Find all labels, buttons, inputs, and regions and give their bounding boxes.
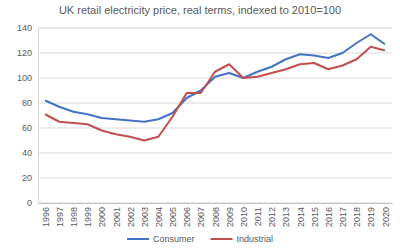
grid-line bbox=[38, 178, 392, 179]
x-tick: 2002 bbox=[126, 203, 136, 227]
legend-label: Industrial bbox=[236, 234, 273, 244]
y-tick-label: 140 bbox=[17, 23, 32, 33]
legend-swatch bbox=[210, 238, 232, 240]
y-tick-label: 80 bbox=[22, 98, 32, 108]
x-tick: 2015 bbox=[310, 203, 320, 227]
y-tick-label: 40 bbox=[22, 148, 32, 158]
series-line bbox=[45, 34, 385, 122]
series-line bbox=[45, 47, 385, 141]
y-tick: 100 bbox=[17, 73, 38, 83]
x-tick: 2001 bbox=[112, 203, 122, 227]
x-tick-label: 2004 bbox=[154, 207, 164, 227]
x-axis-line bbox=[39, 203, 393, 204]
x-tick-label: 1998 bbox=[69, 207, 79, 227]
y-tick-label: 20 bbox=[22, 173, 32, 183]
x-tick: 2019 bbox=[366, 203, 376, 227]
y-axis-line bbox=[38, 29, 39, 204]
x-tick-label: 2011 bbox=[253, 207, 263, 226]
x-tick: 1998 bbox=[69, 203, 79, 227]
x-tick-label: 2020 bbox=[381, 207, 391, 227]
x-tick: 2020 bbox=[381, 203, 391, 227]
y-tick-label: 60 bbox=[22, 123, 32, 133]
x-tick-label: 2002 bbox=[126, 207, 136, 227]
x-tick: 1996 bbox=[41, 203, 51, 227]
x-tick: 1997 bbox=[55, 203, 65, 227]
legend-item: Consumer bbox=[127, 234, 195, 244]
y-axis: 0 20 40 60 80 100 120 140 bbox=[17, 23, 39, 208]
chart: UK retail electricity price, real terms,… bbox=[0, 0, 400, 248]
y-tick: 40 bbox=[22, 148, 38, 158]
y-tick: 120 bbox=[17, 48, 38, 58]
legend: Consumer Industrial bbox=[127, 234, 273, 244]
y-tick: 60 bbox=[22, 123, 38, 133]
x-tick: 2004 bbox=[154, 203, 164, 227]
grid-line bbox=[38, 103, 392, 104]
x-tick: 2010 bbox=[239, 203, 249, 227]
x-tick-label: 2003 bbox=[140, 207, 150, 227]
x-tick-label: 1996 bbox=[41, 207, 51, 227]
x-tick: 2018 bbox=[352, 203, 362, 227]
x-tick-label: 2015 bbox=[310, 207, 320, 227]
plot: 0 20 40 60 80 100 120 140 1996 1997 1998 1999 2000 20… bbox=[17, 23, 393, 227]
title: UK retail electricity price, real terms,… bbox=[59, 4, 341, 16]
y-tick: 140 bbox=[17, 23, 38, 33]
x-tick-label: 1997 bbox=[55, 207, 65, 227]
x-tick: 1999 bbox=[83, 203, 93, 227]
x-tick-label: 2012 bbox=[267, 207, 277, 227]
x-axis: 1996 1997 1998 1999 2000 2001 2002 2003 2004 2005… bbox=[39, 203, 393, 227]
legend-label: Consumer bbox=[153, 234, 195, 244]
grid bbox=[38, 28, 392, 203]
series-group bbox=[45, 34, 385, 140]
x-tick: 2014 bbox=[296, 203, 306, 227]
x-tick-label: 2009 bbox=[225, 207, 235, 227]
x-tick-label: 2005 bbox=[168, 207, 178, 227]
y-tick-label: 0 bbox=[27, 198, 32, 208]
x-tick: 2000 bbox=[97, 203, 107, 227]
x-tick: 2009 bbox=[225, 203, 235, 227]
x-tick-label: 2007 bbox=[196, 207, 206, 227]
legend-swatch bbox=[127, 238, 149, 240]
grid-line bbox=[38, 153, 392, 154]
x-tick-label: 2000 bbox=[97, 207, 107, 227]
x-tick: 2016 bbox=[324, 203, 334, 227]
x-tick-label: 2008 bbox=[211, 207, 221, 227]
x-tick-label: 1999 bbox=[83, 207, 93, 227]
x-tick-label: 2001 bbox=[112, 207, 122, 227]
grid-line bbox=[38, 203, 392, 204]
y-tick-label: 120 bbox=[17, 48, 32, 58]
x-tick: 2017 bbox=[338, 203, 348, 227]
x-tick-label: 2016 bbox=[324, 207, 334, 227]
x-tick-label: 2013 bbox=[281, 207, 291, 227]
x-tick: 2005 bbox=[168, 203, 178, 227]
x-tick-label: 2006 bbox=[182, 207, 192, 227]
grid-line bbox=[38, 28, 392, 29]
x-tick-label: 2018 bbox=[352, 207, 362, 227]
x-tick: 2006 bbox=[182, 203, 192, 227]
x-tick: 2012 bbox=[267, 203, 277, 227]
y-tick: 20 bbox=[22, 173, 38, 183]
x-tick: 2013 bbox=[281, 203, 291, 227]
x-tick: 2003 bbox=[140, 203, 150, 227]
x-tick: 2007 bbox=[196, 203, 206, 227]
grid-line bbox=[38, 128, 392, 129]
x-tick: 2011 bbox=[253, 203, 263, 226]
y-tick-label: 100 bbox=[17, 73, 32, 83]
x-tick-label: 2010 bbox=[239, 207, 249, 227]
x-tick-label: 2017 bbox=[338, 207, 348, 227]
y-tick: 80 bbox=[22, 98, 38, 108]
legend-item: Industrial bbox=[210, 234, 273, 244]
y-tick: 0 bbox=[27, 198, 38, 208]
x-tick: 2008 bbox=[211, 203, 221, 227]
x-tick-label: 2019 bbox=[366, 207, 376, 227]
x-tick-label: 2014 bbox=[296, 207, 306, 227]
